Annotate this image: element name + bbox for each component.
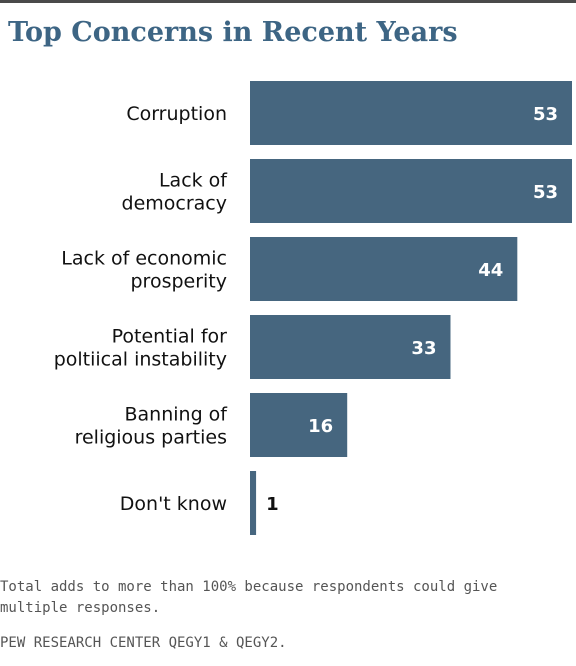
- category-label-0: Corruption: [126, 103, 227, 125]
- footnote: Total adds to more than 100% because res…: [0, 579, 498, 616]
- source-note: PEW RESEARCH CENTER QEGY1 & QEGY2.: [0, 635, 287, 651]
- category-label-2: Lack of economic prosperity: [61, 248, 227, 293]
- value-label-0: 53: [533, 104, 558, 125]
- bar-5: [250, 471, 257, 535]
- chart-title: Top Concerns in Recent Years: [8, 17, 458, 48]
- category-label-1: Lack of democracy: [122, 170, 229, 215]
- bar-0: [250, 81, 572, 145]
- category-label-3: Potential for poltiical instability: [54, 326, 227, 371]
- bar-chart: Corruption 53 Lack of democracy 53 Lack of ec…: [54, 81, 572, 535]
- value-label-1: 53: [533, 182, 558, 203]
- bar-4: [250, 393, 348, 457]
- value-label-5: 1: [266, 494, 279, 515]
- value-label-3: 33: [411, 338, 436, 359]
- bar-2: [250, 237, 518, 301]
- bar-3: [250, 315, 451, 379]
- value-label-4: 16: [308, 416, 333, 437]
- value-label-2: 44: [478, 260, 503, 281]
- bar-1: [250, 159, 572, 223]
- category-label-5: Don't know: [120, 493, 227, 515]
- top-rule: [0, 0, 576, 3]
- category-label-4: Banning of religious parties: [75, 404, 229, 449]
